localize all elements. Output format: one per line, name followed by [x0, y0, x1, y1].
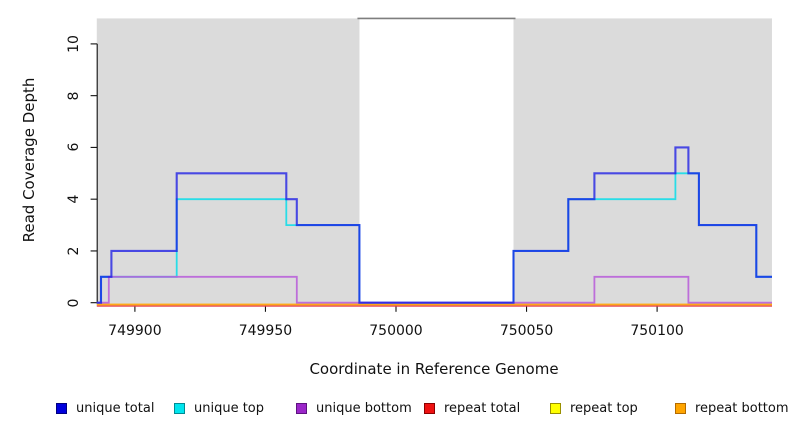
y-axis-label: Read Coverage Depth: [20, 77, 38, 243]
x-tick-label: 750100: [630, 323, 684, 339]
legend-item: unique total: [56, 400, 154, 416]
legend-swatch-icon: [56, 402, 67, 414]
legend-item: repeat top: [550, 400, 638, 416]
legend-label: unique total: [76, 400, 155, 416]
y-tick-label: 4: [66, 194, 82, 204]
legend-item: repeat bottom: [675, 400, 789, 416]
y-tick-label: 0: [66, 298, 82, 308]
legend-label: repeat bottom: [695, 400, 789, 416]
shaded-region: [96, 18, 360, 305]
legend-label: repeat top: [570, 400, 638, 416]
legend-swatch-icon: [424, 402, 435, 414]
legend-label: repeat total: [444, 400, 521, 416]
x-tick-label: 750050: [499, 323, 554, 339]
legend-swatch-icon: [174, 402, 185, 414]
legend-label: unique bottom: [316, 400, 412, 416]
x-tick-label: 750000: [369, 323, 423, 339]
x-axis-label: Coordinate in Reference Genome: [309, 360, 559, 378]
legend-item: repeat total: [424, 400, 520, 416]
x-tick-label: 749900: [108, 323, 162, 339]
legend-label: unique top: [194, 400, 265, 416]
y-tick-label: 2: [66, 246, 82, 256]
legend-item: unique bottom: [296, 400, 412, 416]
x-tick-label: 749950: [238, 323, 293, 339]
legend-item: unique top: [174, 400, 264, 416]
legend-swatch-icon: [550, 402, 561, 414]
series-line-unique-total: [96, 146, 772, 304]
y-tick-label: 8: [66, 91, 82, 101]
legend-swatch-icon: [296, 402, 307, 414]
y-tick-label: 6: [66, 142, 82, 152]
shaded-region: [513, 18, 772, 305]
legend-swatch-icon: [675, 402, 686, 414]
y-tick-label: 10: [66, 34, 82, 53]
